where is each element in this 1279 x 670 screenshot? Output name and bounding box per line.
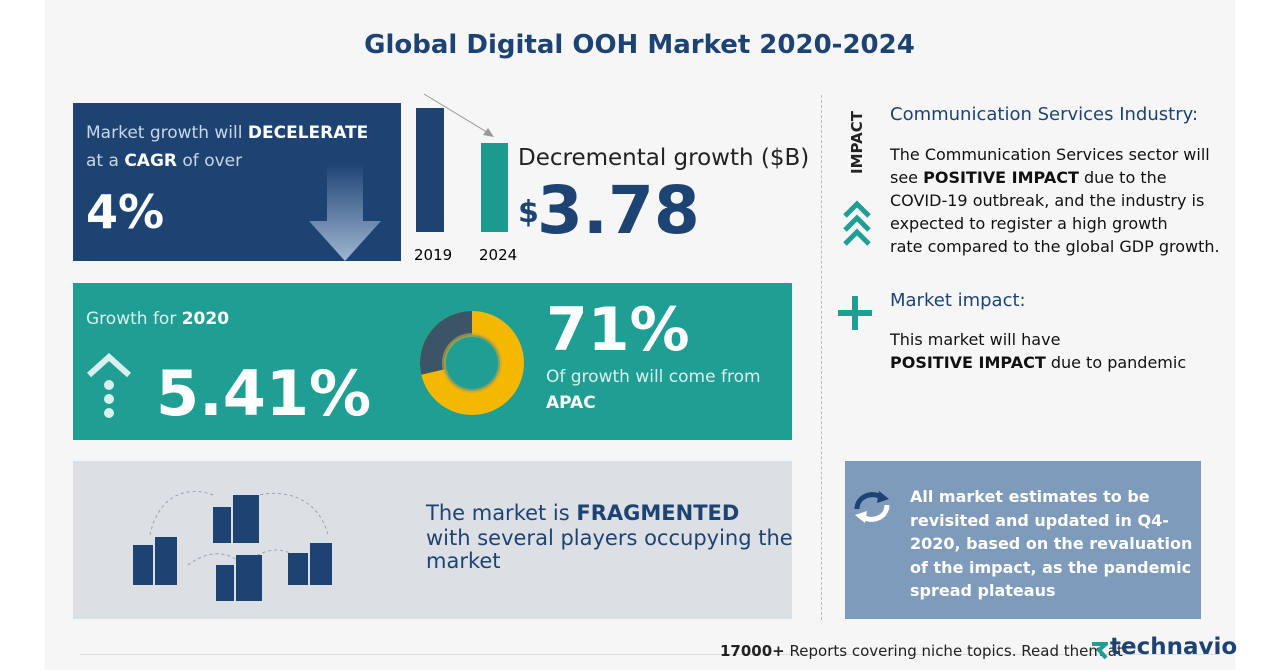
region-label: Of growth will come from — [546, 367, 761, 387]
divider — [821, 95, 822, 620]
brand-icon — [1092, 642, 1108, 660]
chevrons-icon — [843, 200, 871, 246]
cagr-box: Market growth will DECELERATE at a CAGR … — [73, 103, 401, 261]
region-value: 71% — [546, 295, 690, 365]
emphasis: POSITIVE IMPACT — [923, 168, 1079, 187]
growth-box: Growth for 2020 5.41% 71% Of growth will… — [73, 283, 792, 440]
title: Global Digital OOH Market 2020-2024 — [364, 30, 915, 60]
text-line: expected to register a high growth — [890, 214, 1168, 233]
note-line: revisited and updated in Q4- — [910, 510, 1169, 530]
highlight: FRAGMENTED — [576, 501, 740, 525]
text: Growth for — [86, 309, 177, 329]
brand[interactable]: technavio — [1110, 634, 1238, 660]
impact-text: The Communication Services sector will s… — [890, 143, 1220, 258]
text: Reports covering niche topics. Read them… — [789, 642, 1123, 660]
growth-year-line: Growth for 2020 — [86, 309, 229, 329]
down-arrow — [309, 163, 381, 261]
cagr-line2: at a CAGR of over — [86, 151, 242, 171]
note-box: All market estimates to be revisited and … — [845, 461, 1201, 619]
text: The market is — [426, 501, 570, 525]
fragmentation-line1: The market is FRAGMENTED — [426, 501, 739, 525]
text-line: The Communication Services sector will — [890, 145, 1210, 164]
footer-text: 17000+ Reports covering niche topics. Re… — [720, 642, 1123, 660]
fragmentation-line2: with several players occupying the — [426, 526, 793, 550]
market-impact-heading: Market impact: — [890, 290, 1026, 311]
region-name: APAC — [546, 393, 596, 413]
text: due to pandemic — [1050, 353, 1187, 372]
fragmentation-line3: market — [426, 549, 501, 573]
cagr-line1: Market growth will DECELERATE — [86, 123, 368, 143]
text-line: COVID-19 outbreak, and the industry is — [890, 191, 1205, 210]
text-line: This market will have — [890, 330, 1061, 349]
text: due to the — [1083, 168, 1167, 187]
impact-heading: Communication Services Industry: — [890, 104, 1199, 125]
count: 17000+ — [720, 642, 785, 660]
note-line: All market estimates to be — [910, 487, 1150, 506]
buildings-icon — [133, 490, 332, 601]
growth-value: 5.41% — [156, 357, 372, 430]
impact-tag: IMPACT — [848, 111, 866, 174]
trend: DECELERATE — [247, 123, 369, 143]
year-label: 2024 — [479, 246, 518, 264]
fragmentation-box: The market is FRAGMENTED with several pl… — [73, 461, 793, 619]
text-line: POSITIVE IMPACT due to pandemic — [890, 351, 1186, 374]
plus-icon — [838, 296, 872, 330]
cagr-value: 4% — [86, 185, 165, 239]
refresh-icon — [854, 491, 890, 523]
text: of over — [182, 151, 243, 171]
growth-bars — [416, 93, 508, 232]
growth-label: Decremental growth ($B) — [518, 145, 810, 171]
growth-value: 3.78 — [537, 172, 700, 249]
text: see — [890, 168, 919, 187]
note-line: spread plateaus — [910, 581, 1056, 600]
note-line: of the impact, as the pandemic — [910, 557, 1192, 577]
market-impact-text: This market will have POSITIVE IMPACT du… — [890, 328, 1186, 374]
text-line: rate compared to the global GDP growth. — [890, 237, 1220, 256]
footer-rule — [80, 654, 1220, 655]
cagr: CAGR — [124, 151, 177, 171]
text-line: see POSITIVE IMPACT due to the — [890, 166, 1220, 189]
year: 2020 — [181, 309, 230, 329]
currency: $ — [518, 195, 539, 230]
donut-chart — [419, 311, 524, 415]
growth-icon — [86, 352, 132, 418]
year-label: 2019 — [414, 246, 453, 264]
note-line: 2020, based on the revaluation — [910, 534, 1193, 553]
text: at a — [86, 151, 119, 171]
note-text: All market estimates to be revisited and … — [910, 485, 1192, 603]
text: Market growth will — [86, 123, 243, 143]
emphasis: POSITIVE IMPACT — [890, 353, 1046, 372]
